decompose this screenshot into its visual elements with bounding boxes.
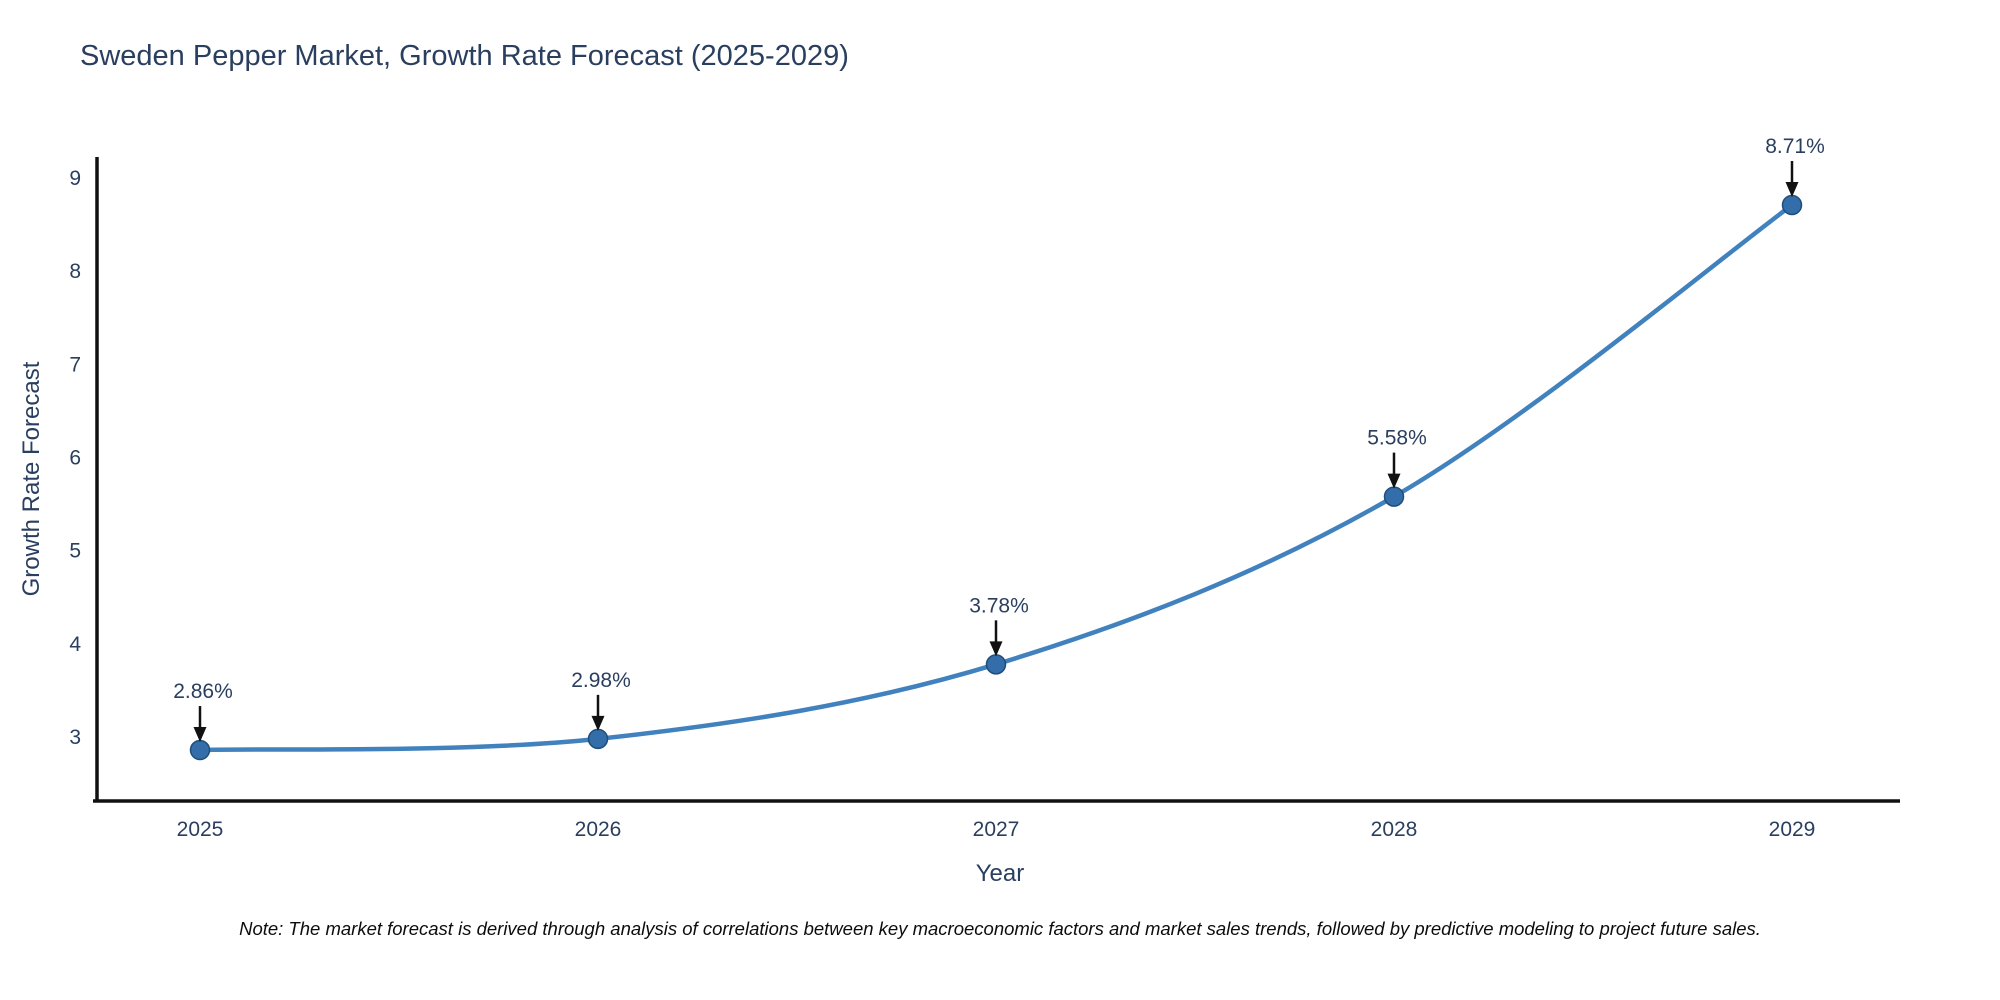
x-tick-label: 2025 — [177, 818, 224, 841]
y-axis-title: Growth Rate Forecast — [18, 361, 45, 597]
y-tick-label: 4 — [69, 633, 81, 656]
line-series — [189, 194, 1803, 761]
y-tick-label: 9 — [69, 167, 81, 190]
axes — [93, 157, 1900, 803]
data-point-marker — [587, 728, 609, 750]
point-annotations: 2.86% 2.98% 3.78% 5.58% 8.71% — [173, 135, 1825, 743]
y-tick-label: 8 — [69, 260, 81, 283]
annotation-arrowhead-icon — [591, 715, 605, 731]
x-axis-title: Year — [975, 860, 1025, 887]
annotation-arrowhead-icon — [193, 727, 207, 743]
data-point-label: 8.71% — [1765, 135, 1825, 158]
data-point-marker — [985, 654, 1007, 675]
data-point-label: 3.78% — [969, 594, 1029, 617]
axis-tick-labels: 3 4 5 6 7 8 9 2025 2026 2027 2028 2029 — [69, 167, 1815, 841]
annotation-arrowhead-icon — [989, 641, 1003, 657]
annotation-arrowhead-icon — [1785, 181, 1799, 197]
data-point-label: 2.86% — [173, 680, 233, 703]
data-point-label: 2.98% — [571, 669, 631, 692]
annotation-arrowhead-icon — [1387, 473, 1401, 489]
y-tick-label: 7 — [69, 353, 81, 376]
y-tick-label: 6 — [69, 446, 81, 469]
footnote: Note: The market forecast is derived thr… — [239, 918, 1761, 939]
data-point-marker — [1383, 486, 1405, 507]
y-tick-label: 3 — [69, 726, 81, 749]
x-tick-label: 2027 — [973, 818, 1020, 841]
x-tick-label: 2028 — [1371, 818, 1418, 841]
chart-title: Sweden Pepper Market, Growth Rate Foreca… — [80, 40, 849, 72]
y-tick-label: 5 — [69, 540, 81, 563]
data-point-marker — [1781, 194, 1803, 216]
x-tick-label: 2026 — [575, 818, 622, 841]
data-point-marker — [189, 739, 211, 761]
data-point-label: 5.58% — [1367, 427, 1427, 450]
x-tick-label: 2029 — [1769, 818, 1816, 841]
